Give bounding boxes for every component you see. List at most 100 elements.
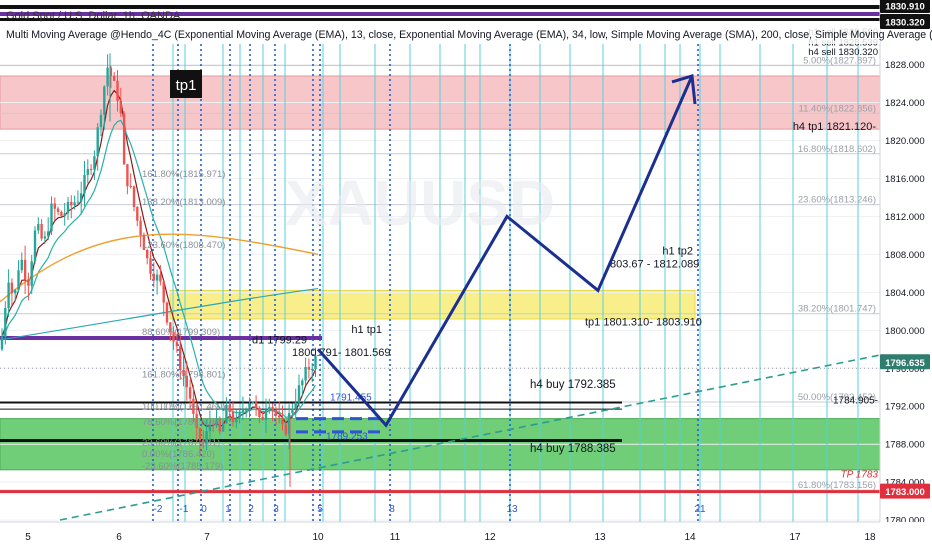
price-tick-label: 1808.000 <box>885 250 925 261</box>
candle-body <box>291 408 294 414</box>
candle-body <box>7 282 10 309</box>
candle-body <box>0 336 4 350</box>
candle-body <box>281 417 284 425</box>
candle-body <box>185 376 188 388</box>
candle-body <box>53 203 56 209</box>
candle-body <box>96 127 99 157</box>
tp1-badge-text: tp1 <box>176 77 197 94</box>
price-tag-text: 1830.910 <box>885 2 925 13</box>
candle-body <box>119 101 122 114</box>
candle-body <box>264 409 268 420</box>
time-tick-label: 11 <box>390 532 401 543</box>
fib-label: 161.80%(1794.801) <box>142 370 225 381</box>
time-tick-label: 14 <box>684 532 696 543</box>
candle-body <box>268 406 271 410</box>
fib-label: 23.60%(1787.661) <box>142 437 220 448</box>
candle-body <box>294 402 297 409</box>
candle-body <box>287 413 291 435</box>
fib-label: 5.00%(1827.897) <box>803 56 876 67</box>
fib-label: 50.00%(1792.452) <box>798 392 876 403</box>
time-tick-label: 12 <box>484 532 496 543</box>
projection-path <box>316 75 694 428</box>
fib-time-count: 21 <box>694 504 706 515</box>
candle-body <box>165 302 169 323</box>
candle-body <box>215 418 218 426</box>
candle-body <box>311 369 314 371</box>
fib-label: 38.20%(1801.747) <box>798 304 876 315</box>
candle-body <box>238 411 241 419</box>
price-tick-label: 1828.000 <box>885 60 925 71</box>
candle-body <box>172 331 175 342</box>
candle-body <box>307 366 311 370</box>
price-tag <box>880 0 930 13</box>
fib-label: 88.60%(1799.309) <box>142 327 220 338</box>
top-sell-line <box>0 5 880 9</box>
candle-body <box>221 423 225 432</box>
header-bg <box>0 24 880 44</box>
candle-body <box>30 261 33 286</box>
fib-time-count: 8 <box>389 504 395 515</box>
annotation-label: 803.67 - 1812.089 <box>610 259 699 271</box>
fib-label: 16.80%(1818.602) <box>798 144 876 155</box>
candle-body <box>175 341 179 347</box>
candle-body <box>179 346 182 371</box>
fib-time-count: 3 <box>273 504 279 515</box>
time-tick-label: 7 <box>204 532 210 543</box>
candle-body <box>113 76 116 81</box>
candle-body <box>4 308 7 337</box>
candle-body <box>159 274 162 282</box>
annotation-label: h4 tp1 1821.120- <box>793 121 877 133</box>
price-tick-label: 1784.000 <box>885 478 925 489</box>
candle-body <box>103 86 106 115</box>
top-sell-line-2 <box>0 18 880 21</box>
tp1-badge <box>170 70 202 98</box>
fib-time-count: 0 <box>201 504 207 515</box>
candle-body <box>136 207 139 221</box>
candle-body <box>89 169 93 171</box>
candle-body <box>56 208 60 212</box>
candle-body <box>241 410 245 412</box>
time-tick-label: 5 <box>25 532 31 543</box>
candle-body <box>93 156 96 170</box>
annotation-label: TP 1783 <box>841 469 879 480</box>
price-tick-label: 1804.000 <box>885 288 925 299</box>
candle-body <box>126 164 129 187</box>
fib-time-count: 13 <box>506 504 518 515</box>
candle-body <box>182 370 185 377</box>
price-tick-label: 1780.000 <box>885 516 925 527</box>
fib-time-count: -2 <box>154 504 163 515</box>
fib-label: 11.40%(1822.856) <box>799 103 876 114</box>
candle-body <box>146 249 149 259</box>
candle-body <box>278 415 281 418</box>
annotation-label: 1791.455 <box>330 393 372 404</box>
fib-time-count: -1 <box>180 504 189 515</box>
projection-arrowhead <box>671 74 697 105</box>
candle-body <box>149 258 152 274</box>
annotation-label: 1800.791- 1801.569 <box>292 347 390 359</box>
candle-body <box>83 174 86 194</box>
price-tick-label: 1812.000 <box>885 212 925 223</box>
candle-body <box>212 424 215 426</box>
annotation-label: 1784.905- <box>833 395 878 406</box>
candle-body <box>132 186 136 208</box>
candle-body <box>70 201 73 206</box>
yellow-zone <box>169 289 696 320</box>
candle-body <box>47 231 50 237</box>
candle-body <box>66 201 70 214</box>
candle-body <box>231 411 235 423</box>
fib-label: 161.80%(1815.971) <box>142 169 225 180</box>
candle-body <box>37 224 40 231</box>
price-tick-label: 1788.000 <box>885 440 925 451</box>
trendline-dashed <box>59 354 881 521</box>
ema13-line <box>1 89 317 427</box>
candle-body <box>23 259 27 280</box>
candle-body <box>284 424 287 435</box>
candle-body <box>142 235 146 250</box>
price-tick-label: 1820.000 <box>885 136 925 147</box>
time-tick-label: 17 <box>789 532 801 543</box>
candle-body <box>129 186 132 188</box>
candle-body <box>188 387 192 399</box>
candle-body <box>116 80 119 102</box>
candle-body <box>155 274 159 281</box>
